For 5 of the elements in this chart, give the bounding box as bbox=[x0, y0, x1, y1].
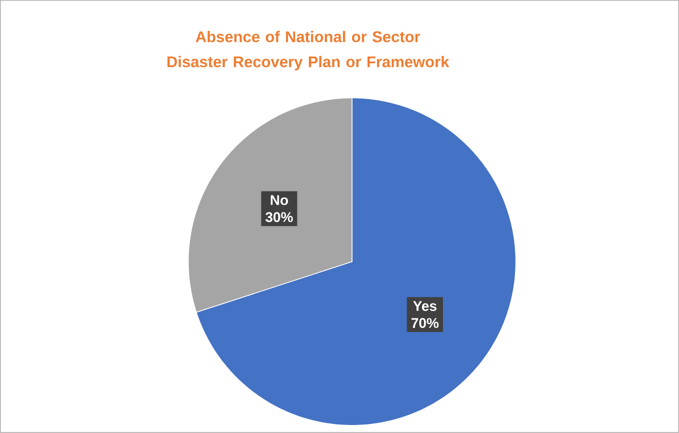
chart-title: Absence of National or Sector Disaster Recovery Plan or Framework bbox=[167, 30, 450, 70]
data-label: 70% bbox=[412, 318, 439, 328]
slice-label: No bbox=[270, 195, 288, 206]
slice-label: Yes bbox=[413, 301, 436, 312]
data-label: 30% bbox=[265, 212, 293, 222]
